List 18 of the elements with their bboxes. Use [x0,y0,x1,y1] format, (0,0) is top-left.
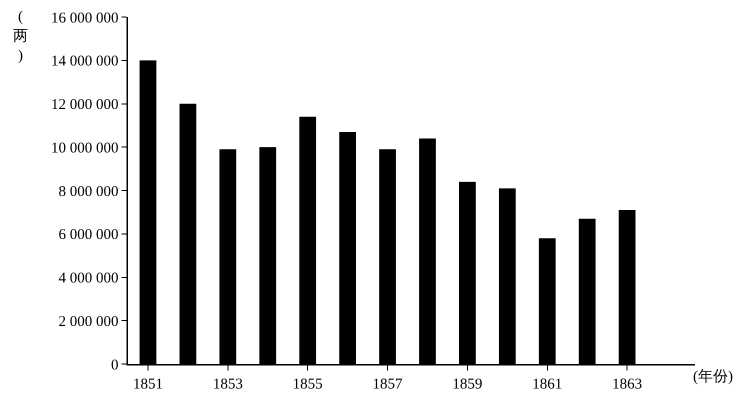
x-tick-label: 1863 [612,376,642,392]
y-tick-label: 2 000 000 [58,314,118,330]
y-tick-label: 14 000 000 [51,54,118,70]
x-tick-label: 1861 [532,376,562,392]
x-tick-label: 1853 [212,376,243,392]
y-axis-title: (两) [13,9,28,64]
y-tick-label: 0 [111,357,118,374]
x-tick-label: 1859 [452,376,482,392]
y-tick-label: 8 000 000 [58,184,118,200]
x-tick-label: 1857 [372,376,404,392]
y-tick-label: 12 000 000 [51,97,118,113]
y-tick-label: 16 000 000 [51,10,118,26]
x-tick-label: 1851 [132,376,163,392]
x-tick-label: 1855 [292,376,323,392]
y-tick-label: 6 000 000 [58,227,118,244]
x-axis-title: (年份) [693,368,733,385]
y-tick-label: 4 000 000 [58,270,118,286]
y-tick-label: 10 000 000 [51,140,118,156]
